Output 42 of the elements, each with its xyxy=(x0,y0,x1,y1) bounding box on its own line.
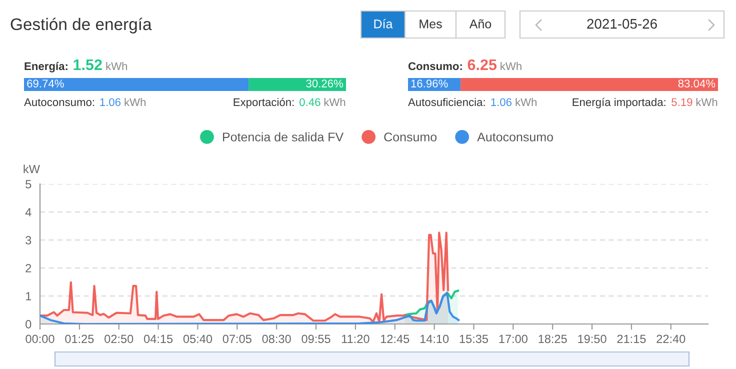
legend-label: Consumo xyxy=(384,132,437,142)
legend-label: Autoconsumo xyxy=(477,132,553,142)
x-tick-label: 04:15 xyxy=(144,334,173,344)
text: Autosuficiencia: 1.06 kWh xyxy=(408,98,536,106)
data-label: 30.26% xyxy=(306,80,344,88)
x-tick-label: 07:05 xyxy=(222,334,252,344)
data-label: 69.74% xyxy=(27,80,64,88)
chart-title: Consumo: 6.25 kWh xyxy=(408,59,522,70)
x-tick-label: 01:25 xyxy=(65,334,94,344)
x-tick-label: 17:00 xyxy=(499,334,528,344)
legend-label: Potencia de salida FV xyxy=(223,132,344,142)
x-tick-label: 00:00 xyxy=(26,334,54,344)
x-tick-label: 19:50 xyxy=(578,334,606,344)
x-tick-label: 05:40 xyxy=(183,334,212,344)
x-tick-label: 18:25 xyxy=(538,334,567,344)
data-label: 83.04% xyxy=(678,80,716,88)
chart-title: Energía: 1.52 kWh xyxy=(24,59,127,72)
y-tick-label: 1 xyxy=(26,292,32,300)
x-tick-label: 11:20 xyxy=(342,334,370,344)
x-tick-label: 08:30 xyxy=(262,334,291,344)
x-tick-label: 21:15 xyxy=(617,334,646,344)
y-tick-label: 5 xyxy=(26,180,32,188)
y-tick-label: 2 xyxy=(26,264,32,272)
text: Autoconsumo: 1.06 kWh xyxy=(24,98,146,106)
text: Gestión de energía xyxy=(10,18,152,34)
text: Día xyxy=(374,19,393,28)
x-tick-label: 22:40 xyxy=(656,334,686,344)
text: Año xyxy=(469,19,492,28)
text: Exportación: 0.46 kWh xyxy=(234,98,346,108)
text: Energía importada: 5.19 kWh xyxy=(572,98,718,108)
data-label: 16.96% xyxy=(411,80,448,88)
text: 2021-05-26 xyxy=(587,18,657,29)
y-tick-label: 4 xyxy=(25,208,32,216)
y-tick-label: 0 xyxy=(26,320,32,328)
x-tick-label: 02:50 xyxy=(104,334,134,344)
text: Mes xyxy=(420,20,442,28)
y-tick-label: 3 xyxy=(26,236,32,244)
x-tick-label: 15:35 xyxy=(460,334,488,344)
x-tick-label: 14:10 xyxy=(420,334,449,344)
y-axis-title: kW xyxy=(24,164,40,174)
x-tick-label: 09:55 xyxy=(302,334,330,344)
x-tick-label: 12:45 xyxy=(381,334,410,344)
